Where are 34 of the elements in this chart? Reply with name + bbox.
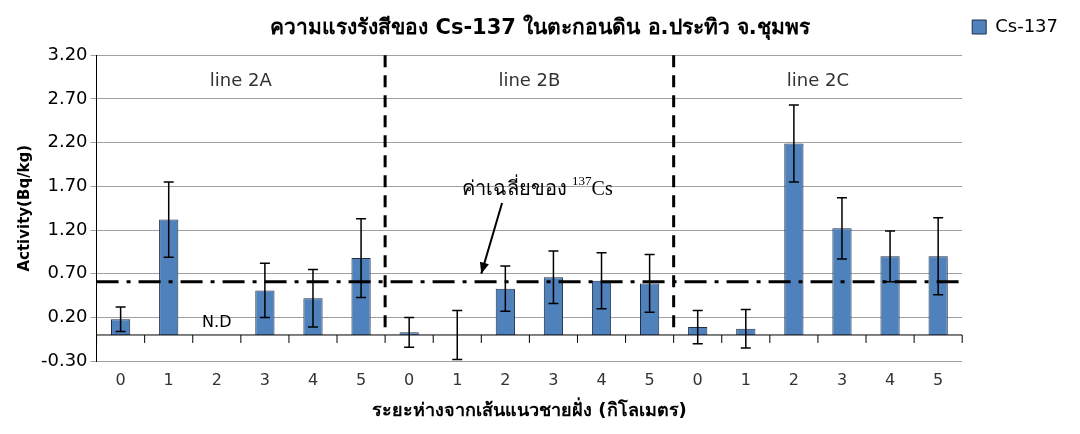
x-tick-label: 0 [692, 369, 703, 389]
x-tick-label: 1 [740, 369, 751, 389]
y-tick-label: 1.70 [47, 174, 88, 196]
y-tick-label: 0.70 [47, 261, 88, 283]
annotation: line 2A [209, 69, 273, 91]
x-tick-label: 5 [644, 369, 655, 389]
x-axis-title: ระยะห่างจากเส้นแนวชายฝั่ง (กิโลเมตร) [372, 396, 687, 420]
legend-label: Cs-137 [995, 14, 1059, 36]
x-tick-label: 3 [836, 369, 848, 389]
x-tick-label: 4 [307, 369, 319, 389]
x-tick-label: 4 [884, 369, 896, 389]
x-tick-label: 0 [115, 369, 126, 389]
x-tick-label: 2 [788, 369, 799, 389]
y-tick-label: 1.20 [47, 217, 88, 239]
y-tick-label: -0.30 [41, 348, 88, 370]
x-tick-label: 3 [548, 369, 559, 389]
data-label: N.D [202, 312, 232, 332]
x-tick-label: 0 [404, 369, 415, 389]
chart-title: ความแรงรังสีของ Cs-137 ในตะกอนดิน อ.ประทิว จ.ชุมพร [270, 14, 811, 42]
x-tick-label: 1 [163, 369, 174, 389]
annotation: line 2B [498, 69, 561, 91]
x-tick-label: 5 [355, 369, 367, 389]
y-axis-title: Activity(Bq/kg) [14, 144, 33, 272]
x-tick-label: 2 [500, 369, 511, 389]
x-tick-label: 4 [596, 369, 607, 389]
y-tick-label: 3.20 [47, 42, 88, 64]
y-tick-label: 2.70 [47, 86, 88, 108]
x-tick-label: 2 [211, 369, 222, 389]
y-tick-label: 0.20 [47, 305, 88, 327]
annotation: line 2C [786, 69, 850, 91]
x-tick-label: 5 [933, 369, 944, 389]
x-tick-label: 3 [259, 369, 270, 389]
y-tick-label: 2.20 [47, 130, 88, 152]
x-tick-label: 1 [452, 369, 463, 389]
